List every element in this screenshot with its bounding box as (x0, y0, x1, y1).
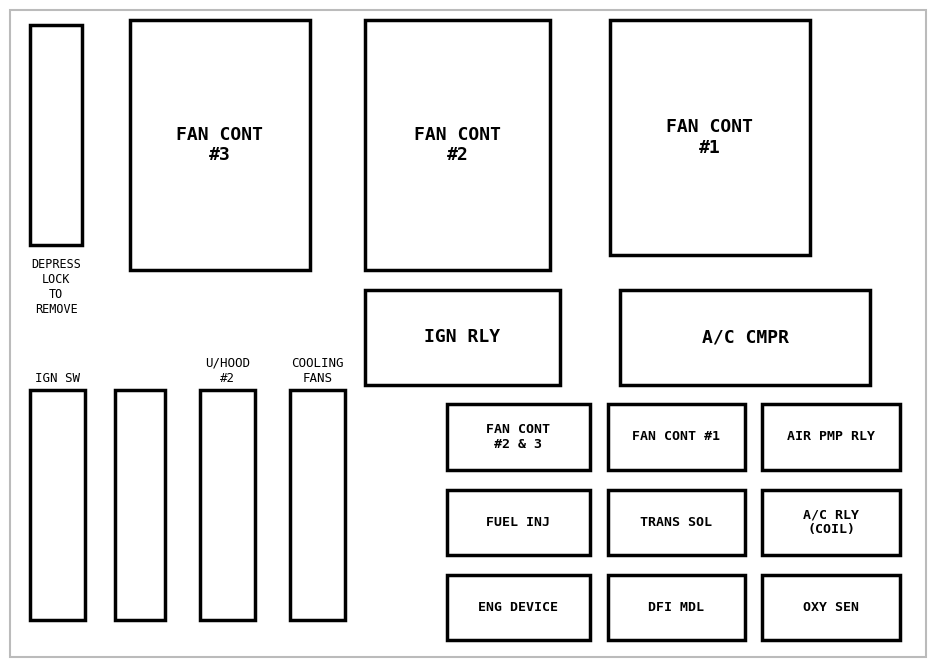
Bar (608, 490, 745, 555)
Text: TRANS SOL: TRANS SOL (640, 516, 712, 529)
Text: FUEL INJ: FUEL INJ (487, 516, 550, 529)
Text: DFI MDL: DFI MDL (649, 601, 705, 614)
Text: FAN CONT
#1: FAN CONT #1 (666, 118, 753, 157)
Text: FAN CONT
#2: FAN CONT #2 (414, 125, 501, 164)
Text: AIR PMP RLY: AIR PMP RLY (787, 430, 875, 444)
Bar (762, 575, 900, 640)
Bar (610, 20, 810, 255)
Text: IGN SW: IGN SW (35, 372, 80, 385)
Bar (130, 20, 310, 270)
Text: FAN CONT #1: FAN CONT #1 (633, 430, 721, 444)
Text: U/HOOD
#2: U/HOOD #2 (205, 357, 250, 385)
Text: ENG DEVICE: ENG DEVICE (478, 601, 559, 614)
Text: FAN CONT
#2 & 3: FAN CONT #2 & 3 (487, 423, 550, 451)
Bar (620, 290, 870, 385)
Bar (447, 575, 590, 640)
Bar (290, 390, 345, 620)
Text: OXY SEN: OXY SEN (803, 601, 859, 614)
Bar (762, 490, 900, 555)
Text: FAN CONT
#3: FAN CONT #3 (177, 125, 264, 164)
Bar (608, 404, 745, 470)
Text: DEPRESS
LOCK
TO
REMOVE: DEPRESS LOCK TO REMOVE (31, 258, 80, 316)
Bar (30, 25, 82, 245)
Text: COOLING
FANS: COOLING FANS (291, 357, 344, 385)
Bar (30, 390, 85, 620)
Bar (365, 20, 550, 270)
Bar (200, 390, 255, 620)
Bar (115, 390, 165, 620)
Text: IGN RLY: IGN RLY (424, 329, 501, 346)
Text: A/C CMPR: A/C CMPR (701, 329, 788, 346)
Bar (365, 290, 560, 385)
Bar (762, 404, 900, 470)
Text: A/C RLY
(COIL): A/C RLY (COIL) (803, 508, 859, 536)
Bar (447, 404, 590, 470)
Bar (447, 490, 590, 555)
Bar (608, 575, 745, 640)
